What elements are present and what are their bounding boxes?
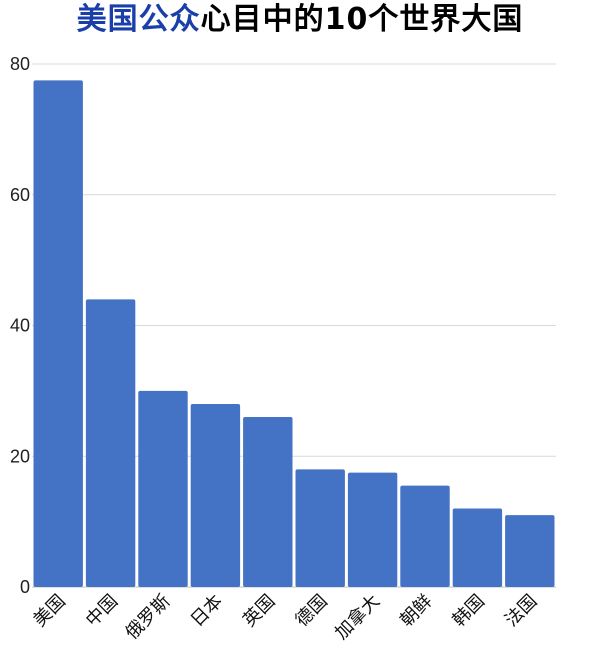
chart-title: 美国公众心目中的10个世界大国: [0, 0, 600, 44]
y-tick-label: 60: [10, 185, 30, 205]
bar-4: [190, 403, 241, 587]
x-category-label: 法国: [501, 591, 541, 631]
x-category-label: 日本: [187, 591, 227, 631]
bar-9: [452, 508, 503, 587]
y-tick-label: 0: [20, 577, 30, 597]
bar-6: [295, 469, 345, 587]
bar-8: [400, 485, 450, 587]
x-category-label: 朝鲜: [396, 591, 436, 631]
bar-10: [505, 515, 555, 587]
x-category-label: 英国: [239, 591, 279, 631]
bar-1: [33, 80, 83, 587]
chart-title-highlight: 美国公众: [76, 2, 201, 37]
x-category-label: 德国: [291, 591, 331, 631]
chart-title-rest: 心目中的10个世界大国: [200, 2, 524, 37]
x-category-label: 美国: [29, 591, 69, 631]
y-tick-label: 40: [10, 316, 30, 336]
x-category-label: 韩国: [449, 591, 489, 631]
y-tick-label: 20: [10, 446, 30, 466]
x-category-label: 中国: [82, 591, 122, 631]
bar-5: [243, 417, 293, 587]
x-category-label: 俄罗斯: [122, 591, 175, 644]
bar-2: [85, 299, 136, 587]
y-tick-label: 80: [10, 54, 30, 74]
x-category-label: 加拿大: [330, 590, 384, 644]
bar-7: [347, 472, 398, 587]
bar-3: [138, 390, 188, 587]
